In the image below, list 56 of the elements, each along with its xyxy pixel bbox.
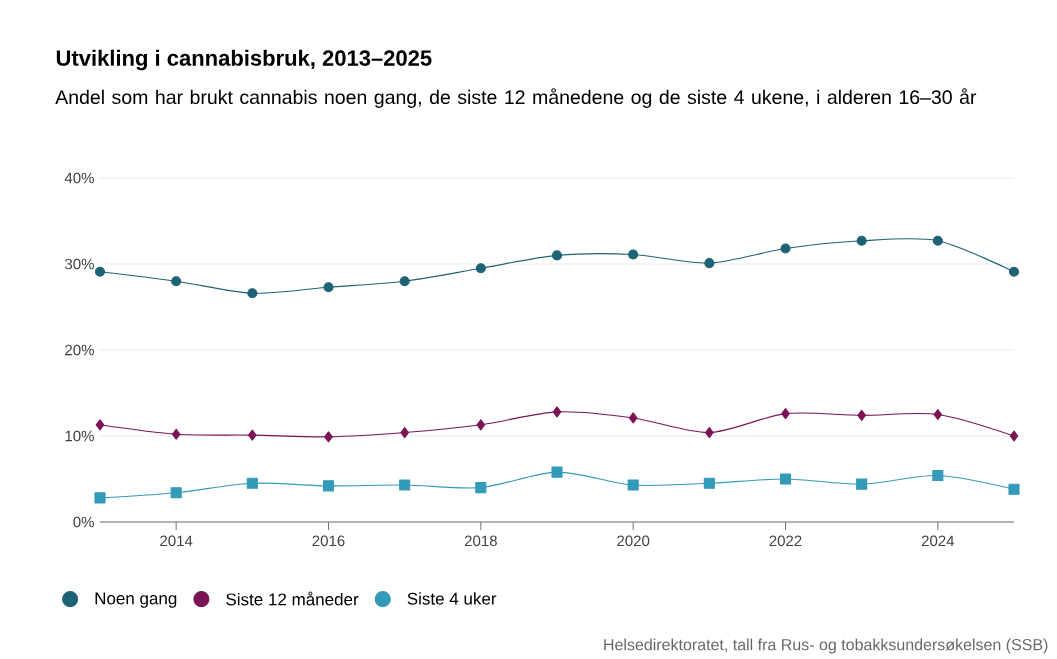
chart-subtitle: Andel som har brukt cannabis noen gang, de siste 12 månedene og de siste 4 ukene, i alderen 16–30 år [55, 88, 977, 108]
point [933, 408, 943, 421]
point [1008, 266, 1020, 277]
point [323, 282, 334, 293]
x-tick-label: 2020 [617, 535, 650, 547]
chart-title: Utvikling i cannabisbruk, 2013–2025 [56, 49, 432, 71]
point [779, 473, 792, 485]
legend-label: Noen gang [95, 592, 177, 608]
point [1008, 483, 1020, 495]
point [551, 466, 563, 478]
point [171, 428, 181, 440]
point [1009, 430, 1019, 442]
x-tick-label: 2024 [921, 535, 955, 547]
x-tick-label: 2022 [769, 535, 802, 547]
point [857, 409, 866, 421]
point [399, 479, 411, 491]
point [781, 408, 790, 420]
point [856, 478, 868, 490]
point [476, 419, 486, 431]
point [705, 427, 714, 439]
legend-label: Siste 4 uker [407, 592, 497, 605]
x-tick-label: 2016 [312, 535, 345, 547]
point [322, 480, 335, 492]
point [170, 487, 182, 499]
point [248, 429, 257, 441]
x-tick-label: 2018 [464, 535, 497, 547]
point [95, 419, 105, 431]
point [171, 276, 182, 287]
point [628, 412, 638, 424]
point [704, 258, 715, 269]
x-tick-label: 2014 [160, 535, 193, 547]
point [780, 243, 791, 254]
point [246, 477, 258, 489]
point [703, 477, 715, 489]
point [551, 250, 563, 261]
point [475, 482, 487, 494]
point [400, 427, 409, 439]
point [94, 492, 106, 504]
y-tick-label: 0% [73, 516, 94, 528]
point [932, 470, 944, 482]
y-tick-label: 40% [64, 172, 94, 184]
y-tick-label: 30% [65, 258, 94, 270]
point [932, 235, 943, 246]
point [324, 431, 333, 443]
y-tick-label: 20% [65, 344, 94, 356]
point [628, 249, 639, 260]
point [399, 276, 410, 287]
legend-label: Siste 12 måneder [226, 591, 359, 606]
text: Helsedirektoratet, tall fra Rus- og tobakksundersøkelsen (SSB) [604, 638, 1048, 654]
point [627, 479, 639, 491]
point [94, 266, 106, 277]
point [856, 235, 867, 246]
y-tick-label: 10% [65, 430, 94, 442]
point [475, 263, 486, 274]
point [552, 406, 562, 418]
point [247, 288, 258, 299]
